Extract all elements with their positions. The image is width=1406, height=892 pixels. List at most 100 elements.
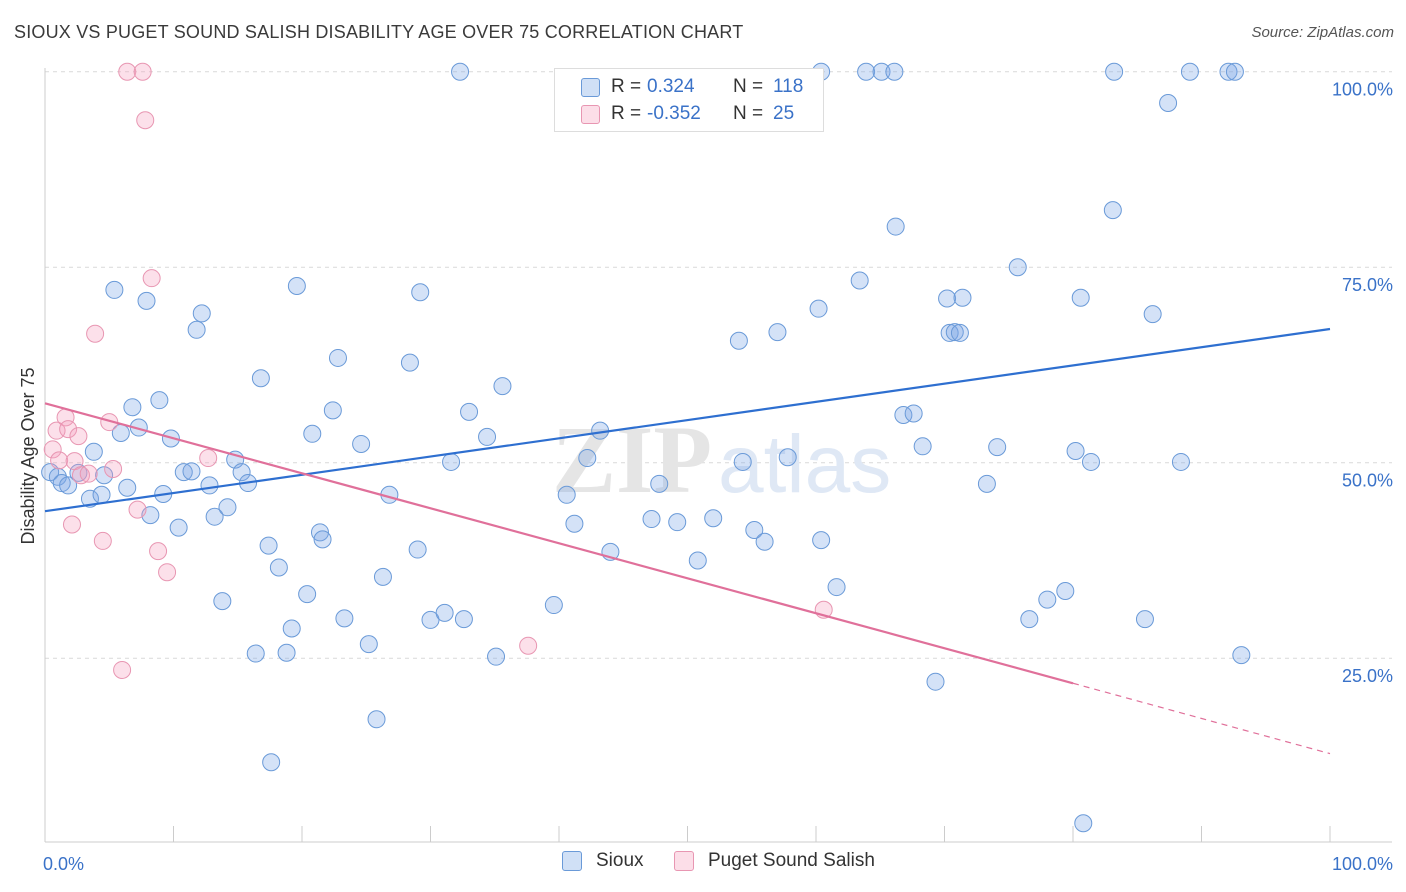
data-point-sioux[interactable] bbox=[812, 531, 831, 550]
data-point-sioux[interactable] bbox=[1020, 610, 1039, 629]
data-point-sioux[interactable] bbox=[95, 466, 114, 485]
data-point-sioux[interactable] bbox=[940, 323, 959, 342]
data-point-sioux[interactable] bbox=[105, 280, 124, 299]
data-point-sioux[interactable] bbox=[768, 323, 787, 342]
data-point-salish[interactable] bbox=[128, 500, 147, 519]
data-point-sioux[interactable] bbox=[303, 424, 322, 443]
data-point-sioux[interactable] bbox=[218, 498, 237, 517]
data-point-sioux[interactable] bbox=[1071, 288, 1090, 307]
data-point-sioux[interactable] bbox=[367, 710, 386, 729]
data-point-salish[interactable] bbox=[59, 420, 78, 439]
data-point-sioux[interactable] bbox=[123, 398, 142, 417]
data-point-sioux[interactable] bbox=[282, 619, 301, 638]
data-point-sioux[interactable] bbox=[192, 304, 211, 323]
data-point-salish[interactable] bbox=[133, 62, 152, 81]
data-point-sioux[interactable] bbox=[926, 672, 945, 691]
data-point-sioux[interactable] bbox=[885, 62, 904, 81]
data-point-sioux[interactable] bbox=[80, 489, 99, 508]
data-point-sioux[interactable] bbox=[451, 62, 470, 81]
data-point-sioux[interactable] bbox=[328, 348, 347, 367]
data-point-sioux[interactable] bbox=[988, 438, 1007, 457]
data-point-sioux[interactable] bbox=[232, 463, 251, 482]
data-point-sioux[interactable] bbox=[169, 518, 188, 537]
data-point-sioux[interactable] bbox=[913, 437, 932, 456]
data-point-sioux[interactable] bbox=[950, 323, 969, 342]
data-point-sioux[interactable] bbox=[352, 434, 371, 453]
data-point-sioux[interactable] bbox=[187, 320, 206, 339]
data-point-sioux[interactable] bbox=[59, 476, 78, 495]
data-point-sioux[interactable] bbox=[1056, 581, 1075, 600]
data-point-sioux[interactable] bbox=[557, 485, 576, 504]
data-point-sioux[interactable] bbox=[1225, 62, 1244, 81]
legend-item-puget-sound-salish[interactable]: Puget Sound Salish bbox=[674, 850, 875, 872]
data-point-sioux[interactable] bbox=[1103, 201, 1122, 220]
data-point-sioux[interactable] bbox=[938, 289, 957, 308]
data-point-sioux[interactable] bbox=[205, 507, 224, 526]
data-point-sioux[interactable] bbox=[435, 603, 454, 622]
data-point-salish[interactable] bbox=[93, 531, 112, 550]
data-point-sioux[interactable] bbox=[1159, 94, 1178, 113]
data-point-sioux[interactable] bbox=[454, 610, 473, 629]
data-point-sioux[interactable] bbox=[411, 283, 430, 302]
data-point-salish[interactable] bbox=[50, 451, 69, 470]
data-point-sioux[interactable] bbox=[778, 448, 797, 467]
data-point-sioux[interactable] bbox=[872, 62, 891, 81]
data-point-sioux[interactable] bbox=[642, 510, 661, 529]
data-point-sioux[interactable] bbox=[704, 509, 723, 528]
data-point-sioux[interactable] bbox=[213, 592, 232, 611]
data-point-salish[interactable] bbox=[149, 542, 168, 561]
data-point-sioux[interactable] bbox=[857, 62, 876, 81]
data-point-sioux[interactable] bbox=[578, 449, 597, 468]
data-point-sioux[interactable] bbox=[1038, 590, 1057, 609]
data-point-sioux[interactable] bbox=[335, 609, 354, 628]
data-point-salish[interactable] bbox=[71, 466, 90, 485]
data-point-salish[interactable] bbox=[136, 111, 155, 130]
data-point-sioux[interactable] bbox=[84, 442, 103, 461]
data-point-sioux[interactable] bbox=[460, 402, 479, 421]
legend-item-sioux[interactable]: Sioux bbox=[562, 850, 644, 872]
data-point-sioux[interactable] bbox=[150, 391, 169, 410]
data-point-sioux[interactable] bbox=[313, 530, 332, 549]
data-point-salish[interactable] bbox=[47, 421, 66, 440]
data-point-sioux[interactable] bbox=[827, 578, 846, 597]
data-point-sioux[interactable] bbox=[809, 299, 828, 318]
data-point-sioux[interactable] bbox=[544, 596, 563, 615]
data-point-sioux[interactable] bbox=[1232, 646, 1251, 665]
data-point-sioux[interactable] bbox=[174, 463, 193, 482]
data-point-sioux[interactable] bbox=[1143, 305, 1162, 324]
data-point-salish[interactable] bbox=[62, 515, 81, 534]
data-point-sioux[interactable] bbox=[945, 323, 964, 342]
data-point-sioux[interactable] bbox=[269, 558, 288, 577]
data-point-sioux[interactable] bbox=[1105, 62, 1124, 81]
data-point-sioux[interactable] bbox=[323, 401, 342, 420]
data-point-salish[interactable] bbox=[79, 464, 98, 483]
data-point-sioux[interactable] bbox=[262, 753, 281, 772]
data-point-salish[interactable] bbox=[199, 449, 218, 468]
data-point-sioux[interactable] bbox=[408, 540, 427, 559]
data-point-sioux[interactable] bbox=[373, 567, 392, 586]
data-point-sioux[interactable] bbox=[493, 377, 512, 396]
data-point-sioux[interactable] bbox=[421, 610, 440, 629]
data-point-sioux[interactable] bbox=[200, 476, 219, 495]
data-point-sioux[interactable] bbox=[182, 462, 201, 481]
data-point-sioux[interactable] bbox=[565, 514, 584, 533]
data-point-salish[interactable] bbox=[113, 660, 132, 679]
data-point-sioux[interactable] bbox=[69, 463, 88, 482]
data-point-salish[interactable] bbox=[118, 62, 137, 81]
data-point-sioux[interactable] bbox=[1074, 814, 1093, 833]
data-point-sioux[interactable] bbox=[755, 532, 774, 551]
data-point-sioux[interactable] bbox=[1219, 62, 1238, 81]
data-point-salish[interactable] bbox=[104, 459, 123, 478]
data-point-sioux[interactable] bbox=[668, 513, 687, 532]
data-point-sioux[interactable] bbox=[259, 536, 278, 555]
data-point-sioux[interactable] bbox=[904, 404, 923, 423]
data-point-sioux[interactable] bbox=[1081, 452, 1100, 471]
data-point-sioux[interactable] bbox=[298, 585, 317, 604]
data-point-sioux[interactable] bbox=[359, 635, 378, 654]
data-point-salish[interactable] bbox=[142, 269, 161, 288]
data-point-sioux[interactable] bbox=[118, 478, 137, 497]
data-point-sioux[interactable] bbox=[251, 369, 270, 388]
data-point-sioux[interactable] bbox=[478, 427, 497, 446]
data-point-sioux[interactable] bbox=[886, 217, 905, 236]
data-point-sioux[interactable] bbox=[1008, 258, 1027, 277]
